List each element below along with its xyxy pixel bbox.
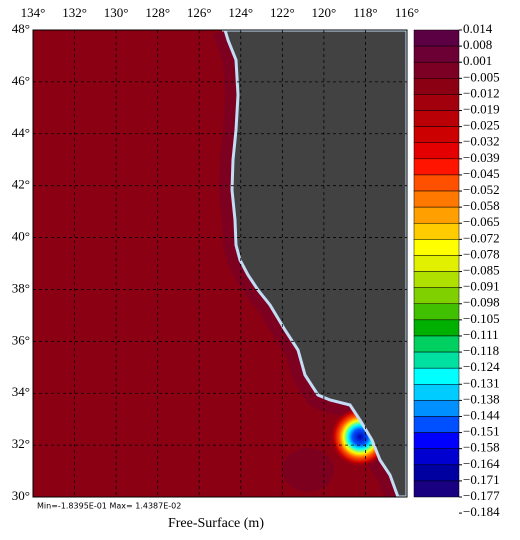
lon-label: 124° (228, 5, 253, 20)
lat-label: 48° (12, 21, 30, 36)
lon-label: 118° (353, 5, 377, 20)
colorbar-box (413, 61, 460, 79)
colorbar-label: −0.005 (463, 69, 500, 84)
lon-label: 128° (145, 5, 170, 20)
colorbar-box (413, 45, 460, 63)
colorbar-label: −0.164 (463, 456, 500, 471)
x-label: Free-Surface (m) (168, 516, 264, 531)
lat-label: 36° (12, 332, 30, 347)
colorbar-box (413, 384, 460, 401)
colorbar-label: −0.151 (463, 424, 500, 439)
colorbar-label: −0.118 (463, 343, 499, 358)
colorbar-box (413, 448, 460, 466)
colorbar-label: −0.131 (463, 375, 500, 390)
colorbar-box (413, 416, 460, 433)
colorbar-label: 0.001 (463, 53, 492, 68)
colorbar-box (413, 222, 460, 240)
shelf (282, 448, 334, 492)
colorbar-label: −0.177 (463, 488, 500, 503)
colorbar-label: −0.058 (463, 198, 500, 213)
colorbar-box (413, 335, 460, 353)
colorbar-box (413, 158, 460, 176)
colorbar-box (413, 174, 460, 192)
colorbar-box (413, 255, 460, 272)
min-max: Min=-1.8395E-01 Max= 1.4387E-02 (37, 502, 181, 511)
colorbar-label: −0.085 (463, 263, 500, 278)
lat-label: 42° (12, 177, 30, 192)
map-frame (32, 29, 408, 498)
colorbar-box (413, 126, 460, 143)
colorbar-label: −0.078 (463, 246, 500, 261)
colorbar-box (413, 367, 460, 385)
map-area (33, 30, 407, 497)
lon-label: 116° (395, 5, 419, 20)
grid (33, 30, 407, 497)
colorbar-box (413, 303, 460, 321)
lon-label: 132° (62, 5, 87, 20)
colorbar-label: −0.144 (463, 407, 500, 422)
lat-label: 46° (12, 73, 30, 88)
colorbar-label: −0.124 (463, 359, 500, 374)
lon-label: 134° (21, 5, 46, 20)
colorbar-box (413, 29, 460, 47)
lon-label: 120° (312, 5, 337, 20)
colorbar-label: −0.158 (463, 440, 500, 455)
land (222, 30, 407, 497)
colorbar-label: −0.098 (463, 295, 500, 310)
colorbar-box (413, 351, 460, 369)
lat-label: 30° (12, 488, 30, 503)
lat-label: 40° (12, 229, 30, 244)
lon-label: 126° (187, 5, 212, 20)
colorbar-box (413, 142, 460, 160)
colorbar-label: −0.065 (463, 214, 500, 229)
colorbar-box (413, 464, 460, 482)
colorbar-label: −0.012 (463, 85, 500, 100)
colorbar-label: −0.072 (463, 230, 500, 245)
colorbar-box (413, 190, 460, 208)
lon-label: 122° (270, 5, 295, 20)
colorbar-label: −0.184 (463, 504, 500, 519)
colorbar-label: −0.039 (463, 150, 500, 165)
colorbar-box (413, 206, 460, 224)
colorbar-label: −0.032 (463, 134, 500, 149)
colorbar-box (413, 287, 460, 305)
colorbar-label: −0.091 (463, 279, 500, 294)
lon-label: 130° (104, 5, 129, 20)
colorbar-label: 0.008 (463, 37, 492, 52)
colorbar-box (413, 480, 460, 498)
colorbar-label: −0.111 (463, 327, 499, 342)
lat-label: 32° (12, 436, 30, 451)
colorbar-label: −0.105 (463, 311, 500, 326)
colorbar-label: 0.014 (463, 21, 493, 36)
lat-label: 44° (12, 125, 30, 140)
colorbar-box (413, 271, 460, 288)
lat-label: 34° (12, 384, 30, 399)
colorbar-label: −0.025 (463, 118, 500, 133)
colorbar-box (413, 239, 460, 256)
colorbar-label: −0.019 (463, 102, 500, 117)
colorbar-label: −0.171 (463, 472, 500, 487)
colorbar-label: −0.045 (463, 166, 500, 181)
colorbar-box (413, 400, 460, 417)
colorbar-label: −0.138 (463, 391, 500, 406)
lat-label: 38° (12, 280, 30, 295)
colorbar-box (413, 94, 460, 111)
colorbar-label: −0.052 (463, 182, 500, 197)
colorbar-box (413, 432, 460, 449)
colorbar-box (413, 110, 460, 127)
colorbar-box (413, 78, 460, 95)
colorbar-box (413, 319, 460, 337)
